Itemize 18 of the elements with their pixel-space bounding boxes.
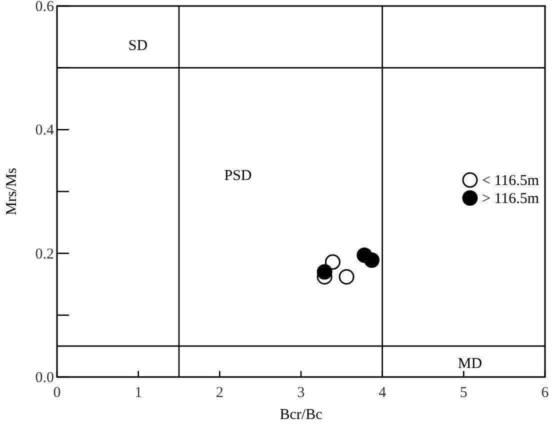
annotation: SD [128, 38, 148, 54]
legend-label: < 116.5m [482, 173, 540, 189]
x-tick-label: 5 [460, 385, 468, 401]
x-tick-label: 0 [53, 385, 61, 401]
x-tick-label: 3 [297, 385, 305, 401]
x-tick-label: 1 [134, 385, 142, 401]
annotation: PSD [224, 168, 252, 184]
x-axis-title: Bcr/Bc [280, 407, 323, 423]
y-axis-title: Mrs/Ms [4, 168, 20, 216]
x-tick-label: 6 [541, 385, 550, 401]
y-tick-label: 0.6 [35, 0, 54, 15]
x-tick-label: 4 [378, 385, 387, 401]
y-tick-label: 0.0 [35, 370, 54, 386]
legend-label: > 116.5m [482, 191, 540, 207]
annotation: MD [458, 356, 482, 372]
y-tick-label: 0.2 [35, 246, 54, 262]
x-tick-label: 2 [216, 385, 224, 401]
y-tick-label: 0.4 [35, 122, 54, 139]
